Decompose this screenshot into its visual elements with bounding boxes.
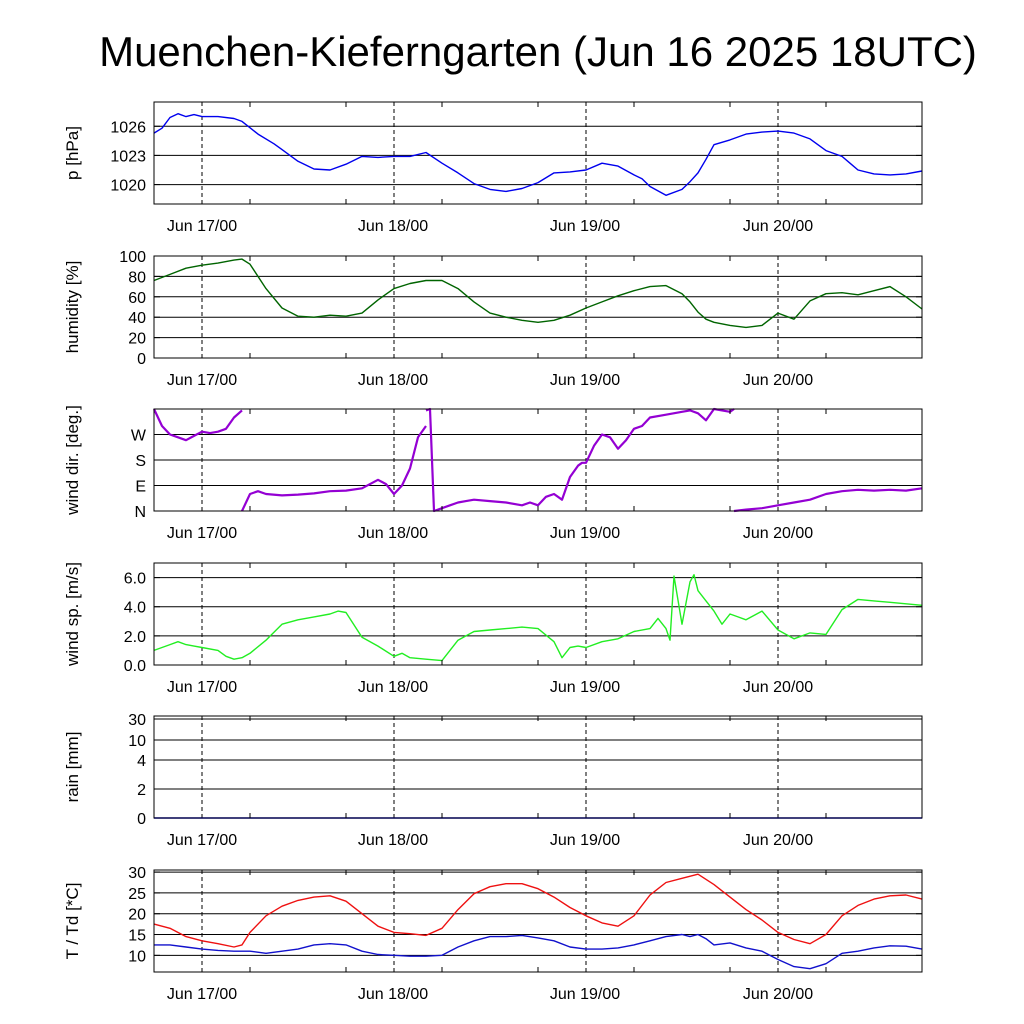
x-tick-label: Jun 19/00 (550, 525, 620, 542)
plot-frame (153, 869, 923, 973)
y-tick-label: 40 (128, 310, 146, 327)
x-tick-label: Jun 17/00 (167, 986, 237, 1003)
x-tick-label: Jun 20/00 (743, 679, 813, 696)
x-tick-label: Jun 18/00 (358, 218, 428, 235)
y-tick-label: 80 (128, 269, 146, 286)
y-tick-label: 4.0 (124, 600, 146, 617)
plot-frame (153, 562, 923, 666)
series-line-5-0 (153, 873, 923, 948)
y-tick-label: 1026 (110, 119, 146, 136)
x-tick-label: Jun 20/00 (743, 986, 813, 1003)
y-tick-label: 2 (137, 782, 146, 799)
panel-5: Jun 17/00 Jun 18/00 Jun 19/00 Jun 20/00 30 25… (63, 865, 923, 1003)
y-tick-label: 1020 (110, 178, 146, 195)
x-tick-label: Jun 17/00 (167, 372, 237, 389)
x-tick-label: Jun 18/00 (358, 832, 428, 849)
series-line-2-2 (425, 407, 735, 513)
series-line-1-0 (153, 258, 923, 329)
y-tick-label: S (135, 453, 146, 470)
plot-frame (153, 101, 923, 205)
series-line-3-0 (153, 574, 923, 662)
series-line-2-3 (733, 487, 923, 513)
y-axis-label: wind sp. [m/s] (63, 562, 82, 667)
x-tick-label: Jun 17/00 (167, 832, 237, 849)
x-tick-label: Jun 19/00 (550, 679, 620, 696)
panel-1: Jun 17/00 Jun 18/00 Jun 19/00 Jun 20/00 100 8… (63, 249, 923, 389)
y-tick-label: 0 (137, 351, 146, 368)
panel-0: Jun 17/00 Jun 18/00 Jun 19/00 Jun 20/00 1026… (63, 101, 923, 235)
plot-frame (153, 715, 923, 819)
y-tick-label: W (131, 428, 147, 445)
y-tick-label: 4 (137, 753, 146, 770)
x-tick-label: Jun 17/00 (167, 525, 237, 542)
panel-2: Jun 17/00 Jun 18/00 Jun 19/00 Jun 20/00 WSEN… (63, 405, 923, 542)
y-axis-label: p [hPa] (63, 126, 82, 180)
panel-3: Jun 17/00 Jun 18/00 Jun 19/00 Jun 20/00 6.0 4… (63, 562, 923, 696)
y-tick-label: 15 (128, 928, 146, 945)
x-tick-label: Jun 18/00 (358, 525, 428, 542)
y-tick-label: 100 (119, 249, 146, 266)
x-tick-label: Jun 20/00 (743, 832, 813, 849)
y-tick-label: 10 (128, 733, 146, 750)
y-tick-label: 6.0 (124, 571, 146, 588)
y-axis-label: T / Td [*C] (63, 883, 82, 960)
series-line-0-0 (153, 113, 923, 196)
y-tick-label: 10 (128, 948, 146, 965)
plot-frame (153, 255, 923, 359)
series-line-2-1 (241, 425, 427, 512)
y-tick-label: 30 (128, 712, 146, 729)
x-tick-label: Jun 18/00 (358, 986, 428, 1003)
x-tick-label: Jun 19/00 (550, 986, 620, 1003)
x-tick-label: Jun 20/00 (743, 372, 813, 389)
y-axis-label: wind dir. [deg.] (63, 405, 82, 516)
series-line-5-1 (154, 933, 923, 970)
y-axis-label: rain [mm] (63, 732, 82, 803)
x-tick-label: Jun 20/00 (743, 218, 813, 235)
y-tick-label: 20 (128, 331, 146, 348)
y-tick-label: 60 (128, 290, 146, 307)
chart-title-text: Muenchen-Kieferngarten (Jun 16 2025 18UT… (99, 28, 977, 75)
series-line-2-0 (153, 408, 243, 442)
panel-4: Jun 17/00 Jun 18/00 Jun 19/00 Jun 20/00 30 10… (63, 712, 923, 849)
y-tick-label: N (134, 504, 146, 521)
x-tick-label: Jun 17/00 (167, 679, 237, 696)
x-tick-label: Jun 18/00 (358, 679, 428, 696)
x-tick-label: Jun 20/00 (743, 525, 813, 542)
y-tick-label: 30 (128, 865, 146, 882)
y-tick-label: E (135, 479, 146, 496)
x-tick-label: Jun 19/00 (550, 372, 620, 389)
y-axis-label: humidity [%] (63, 261, 82, 354)
y-tick-label: 20 (128, 907, 146, 924)
x-tick-label: Jun 19/00 (550, 218, 620, 235)
y-tick-label: 25 (128, 886, 146, 903)
y-tick-label: 0.0 (124, 658, 146, 675)
x-tick-label: Jun 19/00 (550, 832, 620, 849)
x-tick-label: Jun 18/00 (358, 372, 428, 389)
y-tick-label: 1023 (110, 148, 146, 165)
y-tick-label: 2.0 (124, 629, 146, 646)
y-tick-label: 0 (137, 811, 146, 828)
x-tick-label: Jun 17/00 (167, 218, 237, 235)
